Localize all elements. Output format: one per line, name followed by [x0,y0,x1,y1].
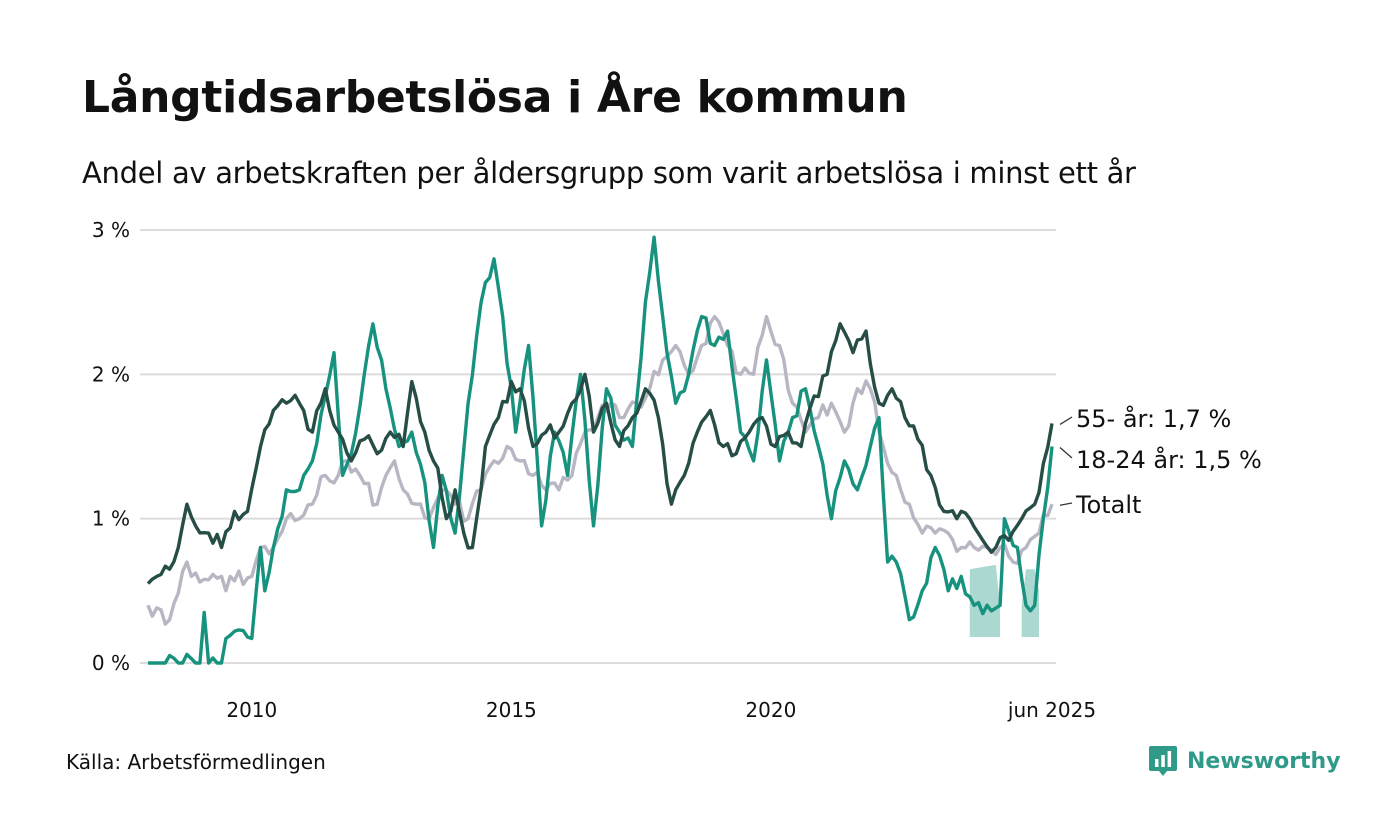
label-leader [1059,502,1073,506]
series-end-label: Totalt [1075,491,1141,519]
x-tick-label: jun 2025 [1007,698,1096,722]
newsworthy-logo[interactable]: Newsworthy [1148,744,1341,778]
label-leader [1059,447,1073,459]
axis-labels: 0 % 1 % 2 % 3 % 2010 2015 2020 jun 2025 [92,218,1096,722]
label-leader [1059,416,1073,425]
y-tick-label: 2 % [92,362,130,386]
series-line [146,322,1054,585]
x-tick-label: 2020 [745,698,796,722]
newsworthy-logo-icon [1149,746,1177,776]
page-title: Långtidsarbetslösa i Åre kommun [82,72,908,123]
page-subtitle: Andel av arbetskraften per åldersgrupp s… [82,156,1136,190]
y-tick-label: 0 % [92,651,130,675]
series-line [148,235,1054,665]
series-end-labels: Totalt 18-24 år: 1,5 % 55- år: 1,7 % [1059,404,1262,519]
source-note: Källa: Arbetsförmedlingen [66,750,326,774]
gridlines [140,229,1056,664]
y-tick-label: 3 % [92,218,130,242]
series-end-label: 55- år: 1,7 % [1076,404,1231,433]
x-tick-label: 2015 [486,698,537,722]
uncertainty-bands [969,564,1039,637]
series-end-label: 18-24 år: 1,5 % [1076,445,1262,474]
uncertainty-band [969,564,1001,637]
y-tick-label: 1 % [92,507,130,531]
series-lines [146,235,1054,665]
brand-name: Newsworthy [1187,748,1341,774]
x-tick-label: 2010 [226,698,277,722]
